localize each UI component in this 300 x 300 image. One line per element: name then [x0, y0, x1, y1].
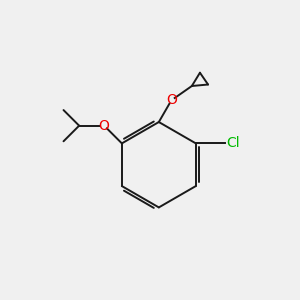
- Text: O: O: [166, 93, 177, 107]
- Text: O: O: [99, 119, 110, 133]
- Text: Cl: Cl: [227, 136, 240, 150]
